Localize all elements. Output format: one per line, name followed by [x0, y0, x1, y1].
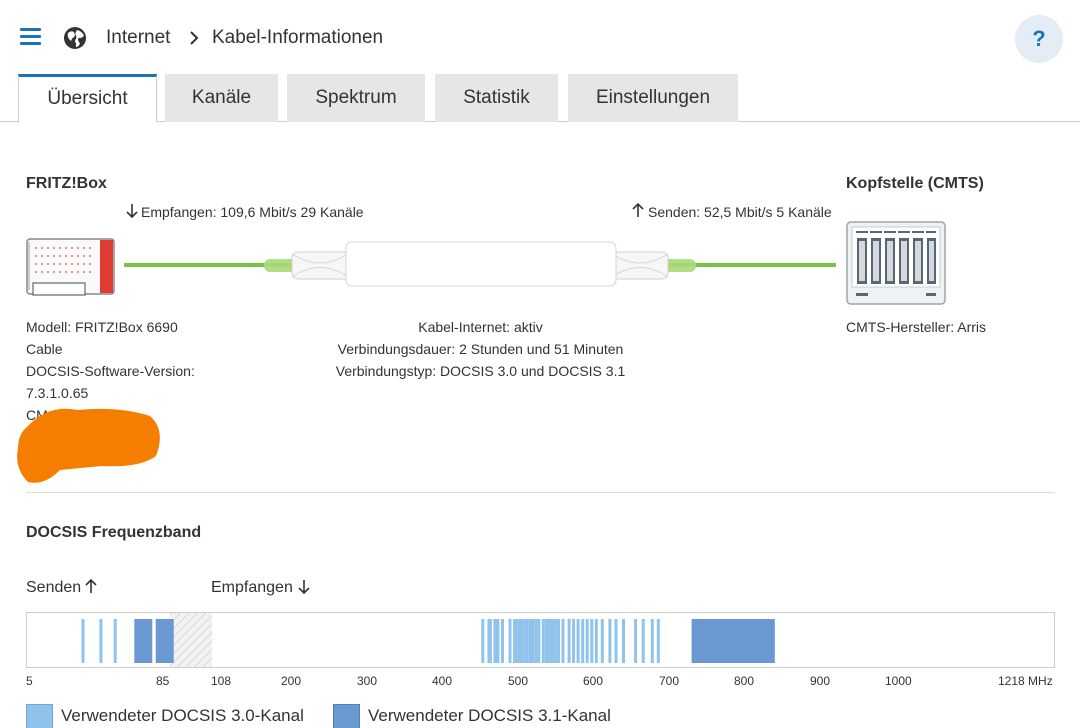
status-connection-type: Verbindungstyp: DOCSIS 3.0 und DOCSIS 3.… [335, 363, 626, 379]
frequency-band-chart [26, 612, 1055, 668]
downstream-channel-docsis30 [561, 619, 565, 663]
downstream-channel-docsis30 [544, 619, 548, 663]
top-bar: Internet Kabel-Informationen ? [0, 0, 1080, 76]
downstream-channel-docsis30 [534, 619, 538, 663]
upstream-arrow-icon [85, 578, 97, 593]
downstream-channel-docsis30 [520, 619, 524, 663]
tab-statistik[interactable]: Statistik [435, 74, 558, 122]
tab-einstellungen[interactable]: Einstellungen [568, 74, 738, 122]
downstream-channel-docsis30 [541, 619, 545, 663]
legend-docsis31-label: Verwendeter DOCSIS 3.1-Kanal [368, 706, 611, 725]
tab-spektrum[interactable]: Spektrum [287, 74, 425, 122]
tick-600: 600 [583, 674, 604, 688]
downstream-channel-docsis30 [600, 619, 604, 663]
downstream-channel-docsis30 [488, 619, 492, 663]
downstream-channel-docsis30 [650, 619, 654, 663]
tab-bar: Übersicht Kanäle Spektrum Statistik Eins… [0, 74, 1080, 123]
receive-rate: Empfangen: 109,6 Mbit/s 29 Kanäle [141, 204, 364, 220]
downstream-channel-docsis30 [576, 619, 580, 663]
frequency-section-title: DOCSIS Frequenzband [26, 524, 202, 541]
upstream-channel-docsis30 [99, 619, 103, 663]
downstream-channel-docsis30 [553, 619, 557, 663]
downstream-channel-docsis30 [581, 619, 585, 663]
upstream-label: Senden [26, 579, 82, 596]
tick-108: 108 [211, 674, 232, 688]
tick-400: 400 [432, 674, 453, 688]
downstream-channel-docsis30 [513, 619, 517, 663]
downstream-channel-docsis30 [531, 619, 535, 663]
downstream-channel-docsis30 [622, 619, 625, 663]
tick-1000: 1000 [885, 674, 912, 688]
guard-band [170, 613, 212, 667]
tick-300: 300 [357, 674, 378, 688]
downstream-channel-docsis30 [594, 619, 598, 663]
docsis-version-label: DOCSIS-Software-Version: [26, 363, 195, 379]
upstream-channel-docsis31 [134, 619, 153, 663]
arrow-down-icon [126, 204, 138, 219]
downstream-channel-docsis30 [508, 619, 512, 663]
downstream-channel-docsis30 [496, 619, 500, 663]
upstream-channel-docsis31 [155, 619, 174, 663]
tick-85: 85 [156, 674, 170, 688]
tick-900: 900 [810, 674, 831, 688]
downstream-channel-docsis30 [590, 619, 594, 663]
downstream-channel-docsis30 [519, 619, 523, 663]
downstream-channel-docsis30 [547, 619, 551, 663]
downstream-channel-docsis30 [641, 619, 645, 663]
downstream-channel-docsis30 [567, 619, 571, 663]
tab-kanaele[interactable]: Kanäle [165, 74, 278, 122]
downstream-arrow-icon [298, 580, 310, 595]
fritzbox-device-icon [26, 238, 115, 296]
tick-1218: 1218 MHz [998, 674, 1053, 688]
help-button[interactable]: ? [1015, 15, 1063, 63]
breadcrumb-internet[interactable]: Internet [106, 27, 171, 48]
cable-illustration [124, 241, 836, 287]
cmts-headend-icon [846, 221, 946, 305]
chevron-right-icon [190, 31, 199, 45]
status-active: Kabel-Internet: aktiv [418, 319, 543, 335]
cmts-manufacturer: CMTS-Hersteller: Arris [846, 319, 987, 335]
tick-5: 5 [26, 674, 33, 688]
globe-icon [64, 27, 86, 49]
downstream-channel-docsis30 [550, 619, 554, 663]
legend-swatch-docsis31 [333, 704, 360, 728]
downstream-label: Empfangen [211, 579, 293, 596]
tick-800: 800 [734, 674, 755, 688]
downstream-channel-docsis30 [608, 619, 612, 663]
downstream-channel-docsis30 [634, 619, 638, 663]
breadcrumb-kabel-informationen: Kabel-Informationen [212, 27, 384, 48]
downstream-channel-docsis30 [514, 619, 518, 663]
downstream-channel-docsis30 [614, 619, 618, 663]
frequency-band-svg [81, 613, 775, 667]
tick-700: 700 [659, 674, 680, 688]
tick-200: 200 [281, 674, 302, 688]
downstream-channel-docsis31 [691, 619, 775, 663]
redaction-scribble [17, 408, 160, 483]
downstream-channel-docsis30 [481, 619, 485, 663]
upstream-channel-docsis30 [113, 619, 117, 663]
menu-icon[interactable] [20, 28, 42, 46]
downstream-channel-docsis30 [585, 619, 589, 663]
send-rate: Senden: 52,5 Mbit/s 5 Kanäle [648, 204, 832, 220]
device-title: FRITZ!Box [26, 175, 107, 192]
downstream-channel-docsis30 [656, 619, 660, 663]
headend-title: Kopfstelle (CMTS) [846, 175, 984, 192]
legend-docsis30-label: Verwendeter DOCSIS 3.0-Kanal [61, 706, 304, 725]
downstream-channel-docsis30 [501, 619, 504, 663]
device-type: Cable [26, 341, 63, 357]
downstream-channel-docsis30 [557, 619, 560, 663]
downstream-channel-docsis30 [525, 619, 529, 663]
section-divider [26, 492, 1055, 493]
upstream-channel-docsis30 [81, 619, 85, 663]
downstream-channel-docsis30 [517, 619, 521, 663]
arrow-up-icon [632, 202, 644, 217]
tab-uebersicht[interactable]: Übersicht [18, 74, 157, 123]
legend-swatch-docsis30 [26, 704, 53, 728]
docsis-version-value: 7.3.1.0.65 [26, 385, 89, 401]
tick-500: 500 [508, 674, 529, 688]
downstream-channel-docsis30 [537, 619, 541, 663]
downstream-channel-docsis30 [572, 619, 576, 663]
status-duration: Verbindungsdauer: 2 Stunden und 51 Minut… [337, 341, 624, 357]
device-model: Modell: FRITZ!Box 6690 [26, 319, 178, 335]
